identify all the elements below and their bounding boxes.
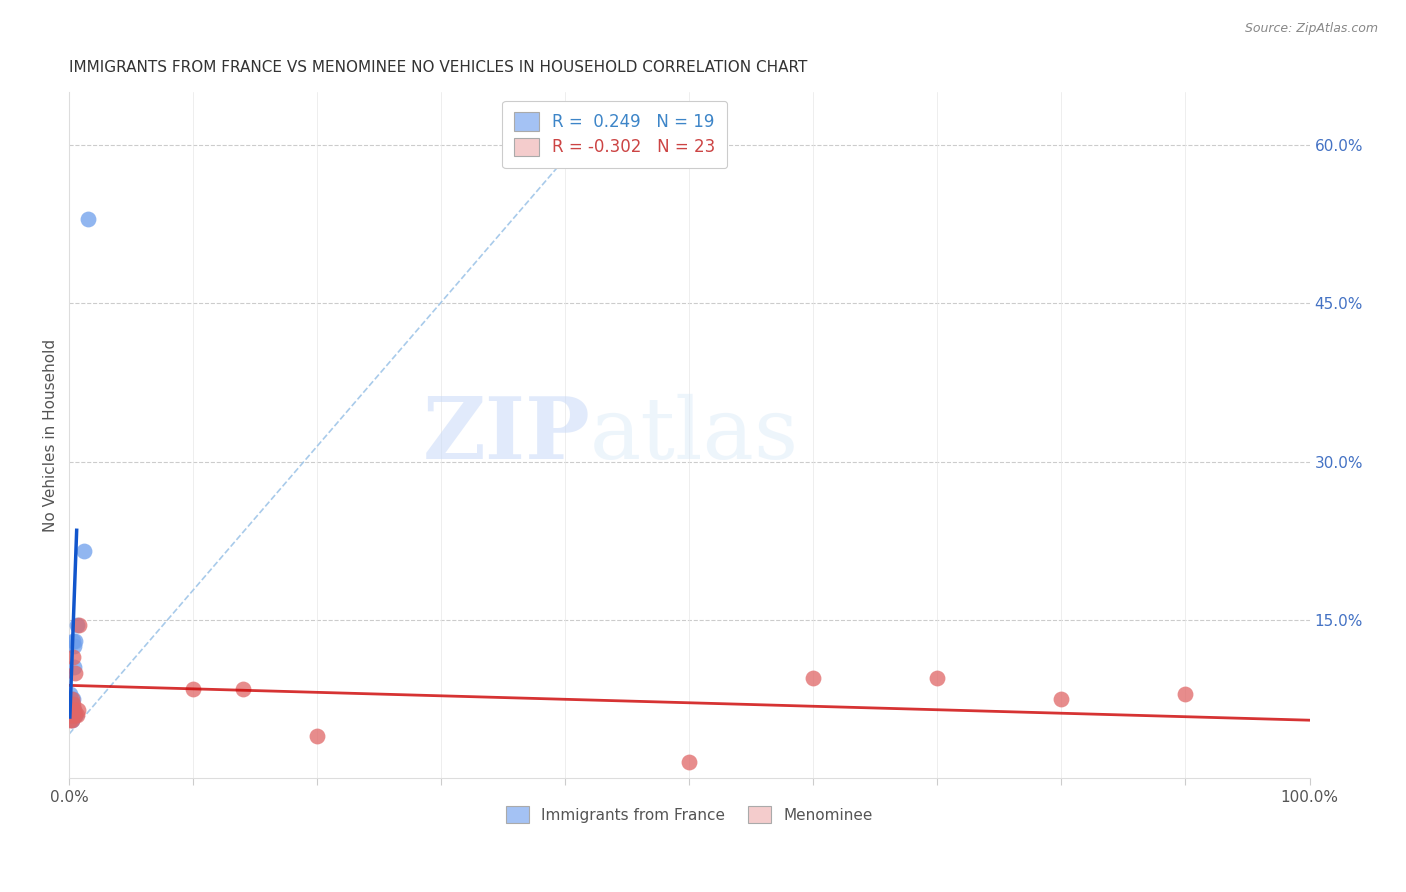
Point bbox=[60, 703, 83, 717]
Point bbox=[60, 707, 83, 722]
Point bbox=[1050, 692, 1073, 706]
Point bbox=[181, 681, 204, 696]
Point bbox=[63, 703, 86, 717]
Point bbox=[60, 713, 83, 727]
Point bbox=[60, 698, 83, 712]
Point bbox=[65, 634, 87, 648]
Point bbox=[66, 618, 89, 632]
Point bbox=[59, 707, 82, 722]
Point bbox=[927, 671, 949, 685]
Point bbox=[66, 707, 89, 722]
Text: atlas: atlas bbox=[591, 393, 799, 477]
Point bbox=[63, 660, 86, 674]
Point bbox=[59, 703, 82, 717]
Y-axis label: No Vehicles in Household: No Vehicles in Household bbox=[44, 339, 58, 532]
Point bbox=[65, 665, 87, 680]
Point bbox=[63, 703, 86, 717]
Point bbox=[62, 634, 84, 648]
Text: IMMIGRANTS FROM FRANCE VS MENOMINEE NO VEHICLES IN HOUSEHOLD CORRELATION CHART: IMMIGRANTS FROM FRANCE VS MENOMINEE NO V… bbox=[69, 60, 807, 75]
Text: ZIP: ZIP bbox=[422, 393, 591, 477]
Point bbox=[66, 703, 89, 717]
Point bbox=[73, 544, 96, 558]
Text: Source: ZipAtlas.com: Source: ZipAtlas.com bbox=[1244, 22, 1378, 36]
Point bbox=[59, 698, 82, 712]
Point bbox=[59, 692, 82, 706]
Point bbox=[232, 681, 254, 696]
Point bbox=[678, 756, 700, 770]
Point bbox=[65, 707, 87, 722]
Point bbox=[62, 692, 84, 706]
Point bbox=[59, 707, 82, 722]
Point bbox=[59, 713, 82, 727]
Point bbox=[60, 713, 83, 727]
Point bbox=[307, 729, 329, 743]
Point bbox=[803, 671, 825, 685]
Point bbox=[60, 703, 83, 717]
Point bbox=[62, 703, 84, 717]
Point bbox=[1174, 687, 1197, 701]
Point bbox=[63, 640, 86, 654]
Point bbox=[65, 707, 87, 722]
Point bbox=[67, 618, 90, 632]
Point bbox=[59, 687, 82, 701]
Point bbox=[76, 212, 98, 227]
Point bbox=[60, 692, 83, 706]
Point bbox=[62, 707, 84, 722]
Legend: Immigrants from France, Menominee: Immigrants from France, Menominee bbox=[496, 797, 882, 832]
Point bbox=[62, 698, 84, 712]
Point bbox=[62, 649, 84, 664]
